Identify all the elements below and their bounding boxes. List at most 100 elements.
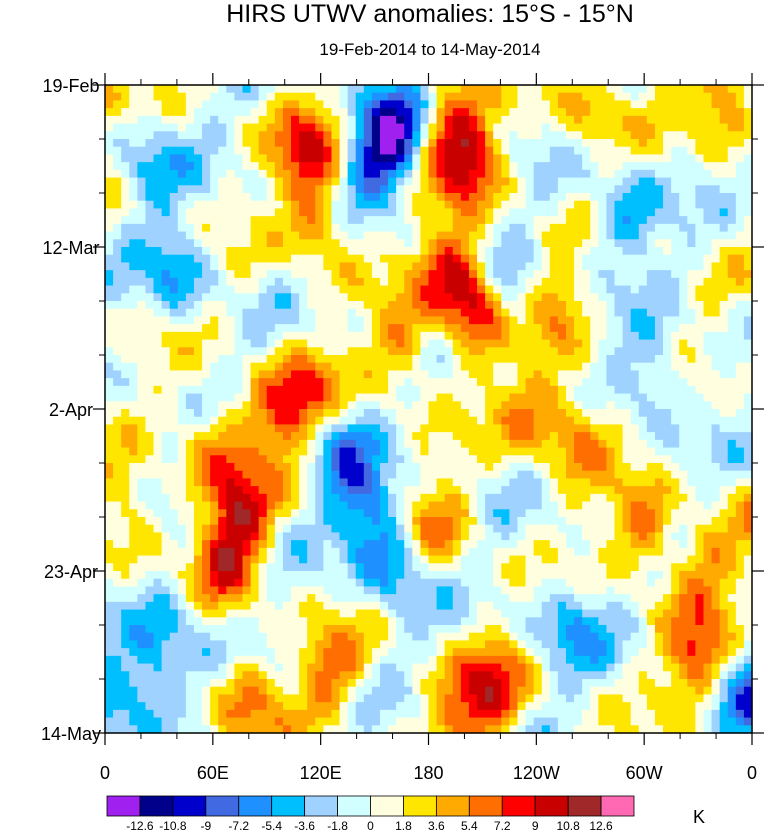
field-cell [129, 146, 138, 156]
field-cell [250, 239, 260, 248]
field-cell [121, 200, 130, 210]
field-cell [420, 169, 430, 179]
field-cell [404, 193, 413, 202]
field-cell [517, 270, 527, 279]
field-cell [234, 347, 244, 356]
field-cell [671, 169, 680, 179]
field-cell [703, 277, 713, 287]
field-cell [420, 146, 430, 156]
field-cell [735, 416, 745, 426]
field-cell [193, 85, 203, 94]
field-cell [185, 293, 195, 302]
field-cell [533, 401, 543, 410]
field-cell [137, 370, 147, 379]
field-cell [485, 254, 494, 264]
field-cell [444, 447, 454, 456]
field-cell [460, 270, 470, 279]
field-cell [477, 254, 486, 264]
field-cell [501, 185, 510, 194]
field-cell [323, 123, 333, 132]
field-cell [509, 100, 519, 109]
field-cell [347, 100, 357, 109]
field-cell [339, 470, 349, 480]
field-cell [282, 308, 292, 318]
field-cell [129, 509, 138, 518]
field-cell [129, 123, 138, 132]
field-cell [590, 216, 599, 225]
field-cell [371, 563, 381, 572]
field-cell [113, 370, 122, 379]
field-cell [121, 331, 130, 341]
field-cell [468, 509, 478, 518]
field-cell [460, 239, 470, 248]
field-cell [331, 555, 341, 564]
field-cell [137, 316, 147, 325]
field-cell [355, 378, 365, 387]
field-cell [646, 393, 656, 402]
field-cell [695, 131, 705, 140]
field-cell [485, 239, 494, 248]
field-cell [460, 277, 470, 287]
field-cell [412, 355, 422, 364]
field-cell [210, 216, 219, 225]
field-cell [646, 139, 656, 148]
field-cell [582, 378, 591, 387]
field-cell [477, 324, 486, 333]
field-cell [654, 301, 664, 310]
field-cell [679, 316, 688, 325]
field-cell [614, 493, 624, 503]
field-cell [727, 285, 737, 294]
field-cell [379, 416, 389, 426]
field-cell [452, 478, 462, 487]
field-cell [258, 193, 268, 202]
field-cell [606, 555, 616, 564]
field-cell [193, 139, 203, 148]
field-cell [444, 270, 454, 279]
field-cell [557, 547, 567, 557]
field-cell [452, 432, 462, 441]
field-cell [404, 139, 413, 148]
field-cell [444, 501, 454, 510]
field-cell [420, 447, 430, 456]
field-cell [355, 555, 365, 564]
field-cell [460, 146, 470, 156]
field-cell [379, 285, 389, 294]
field-cell [258, 493, 268, 503]
field-cell [719, 139, 729, 148]
field-cell [210, 254, 219, 264]
field-cell [428, 216, 438, 225]
field-cell [347, 200, 357, 210]
field-cell [105, 185, 114, 194]
field-cell [153, 208, 163, 217]
field-cell [525, 463, 535, 472]
field-cell [161, 493, 171, 503]
field-cell [153, 401, 163, 410]
field-cell [363, 355, 373, 364]
field-cell [565, 162, 575, 171]
field-cell [379, 401, 389, 410]
field-cell [654, 424, 664, 433]
field-cell [598, 339, 608, 348]
field-cell [266, 285, 276, 294]
field-cell [606, 478, 616, 487]
field-cell [493, 432, 502, 441]
field-cell [598, 393, 608, 402]
field-cell [282, 362, 292, 372]
field-cell [153, 277, 163, 287]
field-cell [355, 370, 365, 379]
field-cell [274, 100, 284, 109]
field-cell [420, 139, 430, 148]
field-cell [509, 154, 519, 163]
field-cell [177, 293, 187, 302]
field-cell [331, 131, 341, 140]
field-cell [331, 308, 341, 318]
field-cell [250, 193, 260, 202]
field-cell [663, 555, 672, 564]
field-cell [396, 146, 405, 156]
field-cell [218, 223, 227, 233]
field-cell [711, 555, 721, 564]
field-cell [250, 401, 260, 410]
field-cell [193, 270, 203, 279]
field-cell [161, 339, 171, 348]
field-cell [646, 324, 656, 333]
